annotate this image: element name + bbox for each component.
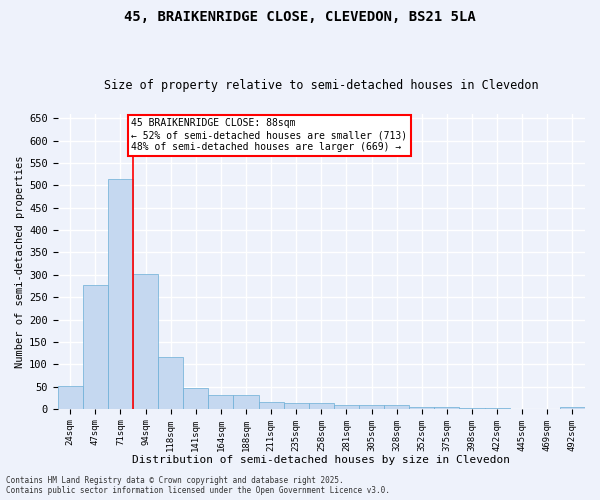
Text: 45, BRAIKENRIDGE CLOSE, CLEVEDON, BS21 5LA: 45, BRAIKENRIDGE CLOSE, CLEVEDON, BS21 5… bbox=[124, 10, 476, 24]
Bar bbox=[233, 396, 259, 409]
Bar bbox=[384, 406, 409, 409]
Text: 45 BRAIKENRIDGE CLOSE: 88sqm
← 52% of semi-detached houses are smaller (713)
48%: 45 BRAIKENRIDGE CLOSE: 88sqm ← 52% of se… bbox=[131, 118, 407, 152]
Bar bbox=[108, 179, 133, 409]
Bar bbox=[183, 388, 208, 409]
Bar bbox=[208, 396, 233, 409]
Bar bbox=[284, 403, 309, 409]
Bar bbox=[434, 406, 460, 409]
Bar bbox=[83, 284, 108, 409]
Text: Contains HM Land Registry data © Crown copyright and database right 2025.
Contai: Contains HM Land Registry data © Crown c… bbox=[6, 476, 390, 495]
Bar bbox=[58, 386, 83, 409]
Bar bbox=[409, 406, 434, 409]
Bar bbox=[560, 407, 585, 409]
Bar bbox=[259, 402, 284, 409]
Bar bbox=[460, 408, 485, 409]
Title: Size of property relative to semi-detached houses in Clevedon: Size of property relative to semi-detach… bbox=[104, 79, 539, 92]
Bar bbox=[133, 274, 158, 409]
X-axis label: Distribution of semi-detached houses by size in Clevedon: Distribution of semi-detached houses by … bbox=[133, 455, 511, 465]
Bar bbox=[334, 406, 359, 409]
Bar bbox=[158, 356, 183, 409]
Bar bbox=[309, 403, 334, 409]
Bar bbox=[485, 408, 509, 409]
Y-axis label: Number of semi-detached properties: Number of semi-detached properties bbox=[15, 155, 25, 368]
Bar bbox=[359, 406, 384, 409]
